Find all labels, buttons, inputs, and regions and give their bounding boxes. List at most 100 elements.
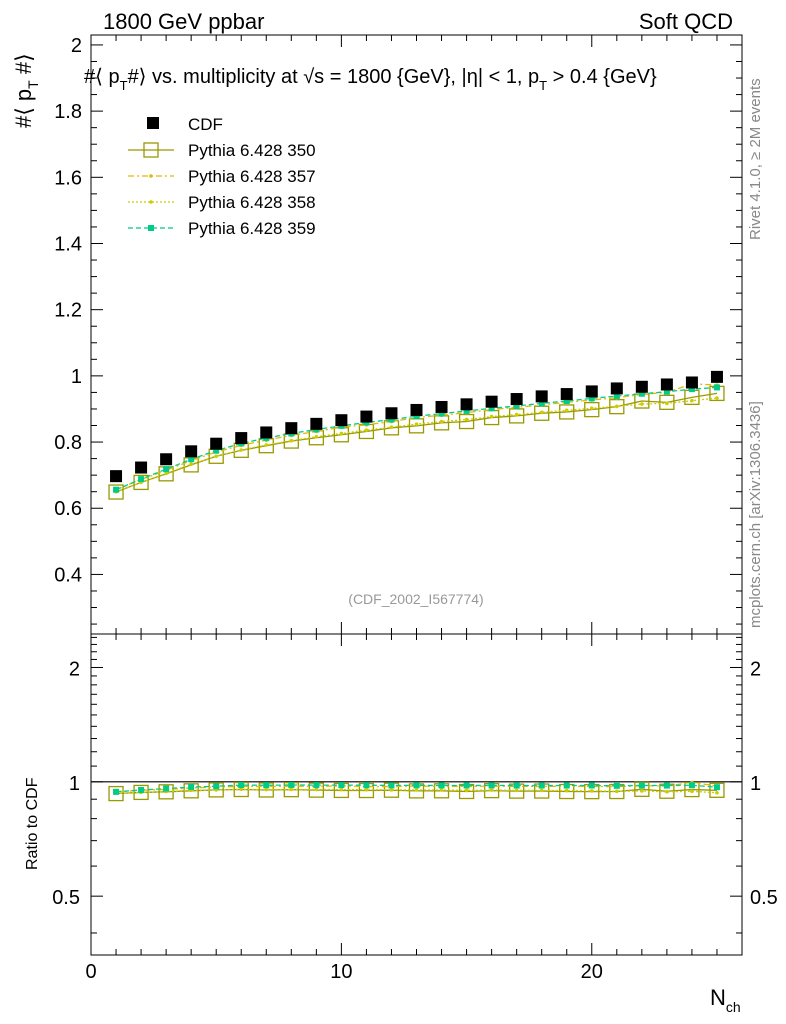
plot-title-sqrt: √ (303, 66, 314, 88)
main-point-pythia-6.428-358 (464, 417, 469, 422)
ratio-plot-frame (90, 633, 743, 956)
ratio-point-pythia-6.428-359 (363, 782, 370, 789)
ratio-point-pythia-6.428-359 (213, 783, 220, 790)
main-point-pythia-6.428-358 (239, 448, 244, 452)
ratio-point-pythia-6.428-359 (563, 782, 570, 789)
main-point-cdf (160, 453, 173, 466)
ratio-point-pythia-6.428-359 (288, 781, 295, 788)
legend-label-357: Pythia 6.428 357 (188, 167, 316, 186)
legend-label-359: Pythia 6.428 359 (188, 219, 316, 238)
ratio-point-pythia-6.428-359 (138, 787, 145, 794)
main-line-pythia-6.428-359 (115, 386, 718, 491)
ratio-point-pythia-6.428-358 (439, 788, 444, 792)
analysis-id-label: (CDF_2002_I567774) (348, 591, 483, 607)
main-point-pythia-6.428-359 (713, 384, 720, 391)
main-point-pythia-6.428-359 (663, 388, 670, 395)
main-point-pythia-6.428-358 (264, 443, 269, 447)
ratio-point-pythia-6.428-358 (514, 788, 519, 793)
main-point-pythia-6.428-358 (564, 408, 569, 413)
plot-title-c: s = 1800 {GeV}, |η| < 1, p (314, 66, 539, 88)
legend-marker-357 (149, 174, 153, 178)
ratio-point-pythia-6.428-358 (364, 787, 369, 792)
ratio-tick-label-right: 0.5 (750, 887, 778, 909)
y-axis-label: #⟨ pT #⟩ (11, 53, 41, 128)
main-point-pythia-6.428-358 (389, 425, 394, 429)
main-point-cdf (485, 395, 498, 408)
main-series-layer (108, 370, 725, 500)
ratio-tick-label-left: 1 (69, 773, 80, 795)
main-line-pythia-6.428-357 (115, 383, 717, 491)
main-point-pythia-6.428-359 (688, 386, 695, 393)
ratio-point-pythia-6.428-358 (389, 788, 394, 792)
main-point-cdf (610, 382, 623, 395)
y-tick-label: 1.2 (54, 300, 82, 322)
ratio-point-pythia-6.428-359 (488, 782, 495, 789)
main-point-pythia-6.428-359 (563, 398, 570, 405)
energy-label: 1800 GeV ppbar (103, 9, 264, 34)
ratio-point-pythia-6.428-358 (589, 789, 594, 793)
plot-title-a-sub: T (120, 78, 128, 93)
main-point-pythia-6.428-350 (108, 484, 124, 500)
main-point-cdf (360, 410, 373, 423)
main-point-pythia-6.428-358 (589, 406, 594, 411)
main-point-pythia-6.428-358 (489, 414, 494, 419)
ratio-point-pythia-6.428-350 (634, 781, 650, 797)
main-point-cdf (435, 400, 448, 413)
main-point-pythia-6.428-358 (539, 410, 544, 415)
main-point-pythia-6.428-350 (609, 398, 625, 415)
plot-title-d: > 0.4 {GeV} (547, 66, 657, 88)
main-point-cdf (235, 432, 248, 445)
main-point-cdf (185, 445, 198, 458)
ratio-point-pythia-6.428-359 (163, 785, 170, 792)
ratio-point-pythia-6.428-359 (313, 782, 320, 789)
main-point-pythia-6.428-359 (588, 395, 595, 402)
main-point-pythia-6.428-358 (414, 422, 419, 426)
x-axis-label-main: N (710, 985, 726, 1010)
plot-title-c-sub: T (539, 78, 547, 93)
main-point-cdf (285, 422, 298, 435)
main-point-pythia-6.428-359 (638, 390, 645, 397)
ratio-point-pythia-6.428-358 (564, 788, 569, 793)
y-tick-label: 1.4 (54, 233, 82, 255)
main-point-pythia-6.428-358 (364, 428, 369, 432)
ratio-tick-label-left: 2 (69, 658, 80, 680)
x-tick-label: 10 (330, 961, 352, 983)
y-tick-label: 0.8 (54, 432, 82, 454)
main-point-pythia-6.428-359 (188, 456, 195, 463)
ratio-point-pythia-6.428-358 (715, 790, 719, 795)
main-point-pythia-6.428-358 (439, 419, 444, 424)
ratio-point-pythia-6.428-359 (413, 782, 420, 789)
ratio-point-pythia-6.428-358 (539, 788, 544, 793)
ratio-point-pythia-6.428-359 (188, 784, 195, 791)
ratio-axis-ticks: 0 10 20 0.5 0.5 1 1 2 2 (52, 634, 778, 983)
main-point-pythia-6.428-358 (715, 396, 719, 400)
legend-label-358: Pythia 6.428 358 (188, 193, 316, 212)
y-axis-label-sub: T (25, 80, 41, 89)
main-point-pythia-6.428-358 (665, 401, 669, 406)
ratio-point-pythia-6.428-359 (238, 782, 245, 789)
plot-title-a: #⟨ p (84, 66, 120, 88)
mcplots-label: mcplots.cern.ch [arXiv:1306.3436] (747, 401, 764, 628)
legend-marker-cdf (147, 117, 159, 129)
main-point-cdf (635, 380, 648, 393)
ratio-point-pythia-6.428-358 (239, 787, 244, 792)
ratio-point-pythia-6.428-350 (709, 782, 725, 798)
ratio-tick-label-left: 0.5 (52, 887, 80, 909)
main-point-cdf (560, 388, 573, 401)
legend-label-350: Pythia 6.428 350 (188, 141, 316, 160)
main-point-pythia-6.428-359 (413, 413, 420, 420)
main-axis-ticks: 0.4 0.6 0.8 1 1.2 1.4 1.6 1.8 2 (54, 35, 743, 634)
main-point-cdf (110, 470, 123, 483)
ratio-point-pythia-6.428-358 (414, 788, 419, 792)
main-point-pythia-6.428-358 (164, 471, 168, 476)
ratio-point-pythia-6.428-358 (264, 787, 269, 792)
legend-label-cdf: CDF (188, 115, 223, 134)
ratio-point-pythia-6.428-358 (339, 787, 344, 792)
main-point-cdf (660, 378, 673, 391)
ratio-point-pythia-6.428-359 (713, 784, 720, 791)
main-point-pythia-6.428-359 (488, 405, 495, 412)
legend-marker-359 (148, 225, 154, 231)
main-point-cdf (135, 461, 148, 474)
ratio-point-pythia-6.428-359 (538, 782, 545, 789)
